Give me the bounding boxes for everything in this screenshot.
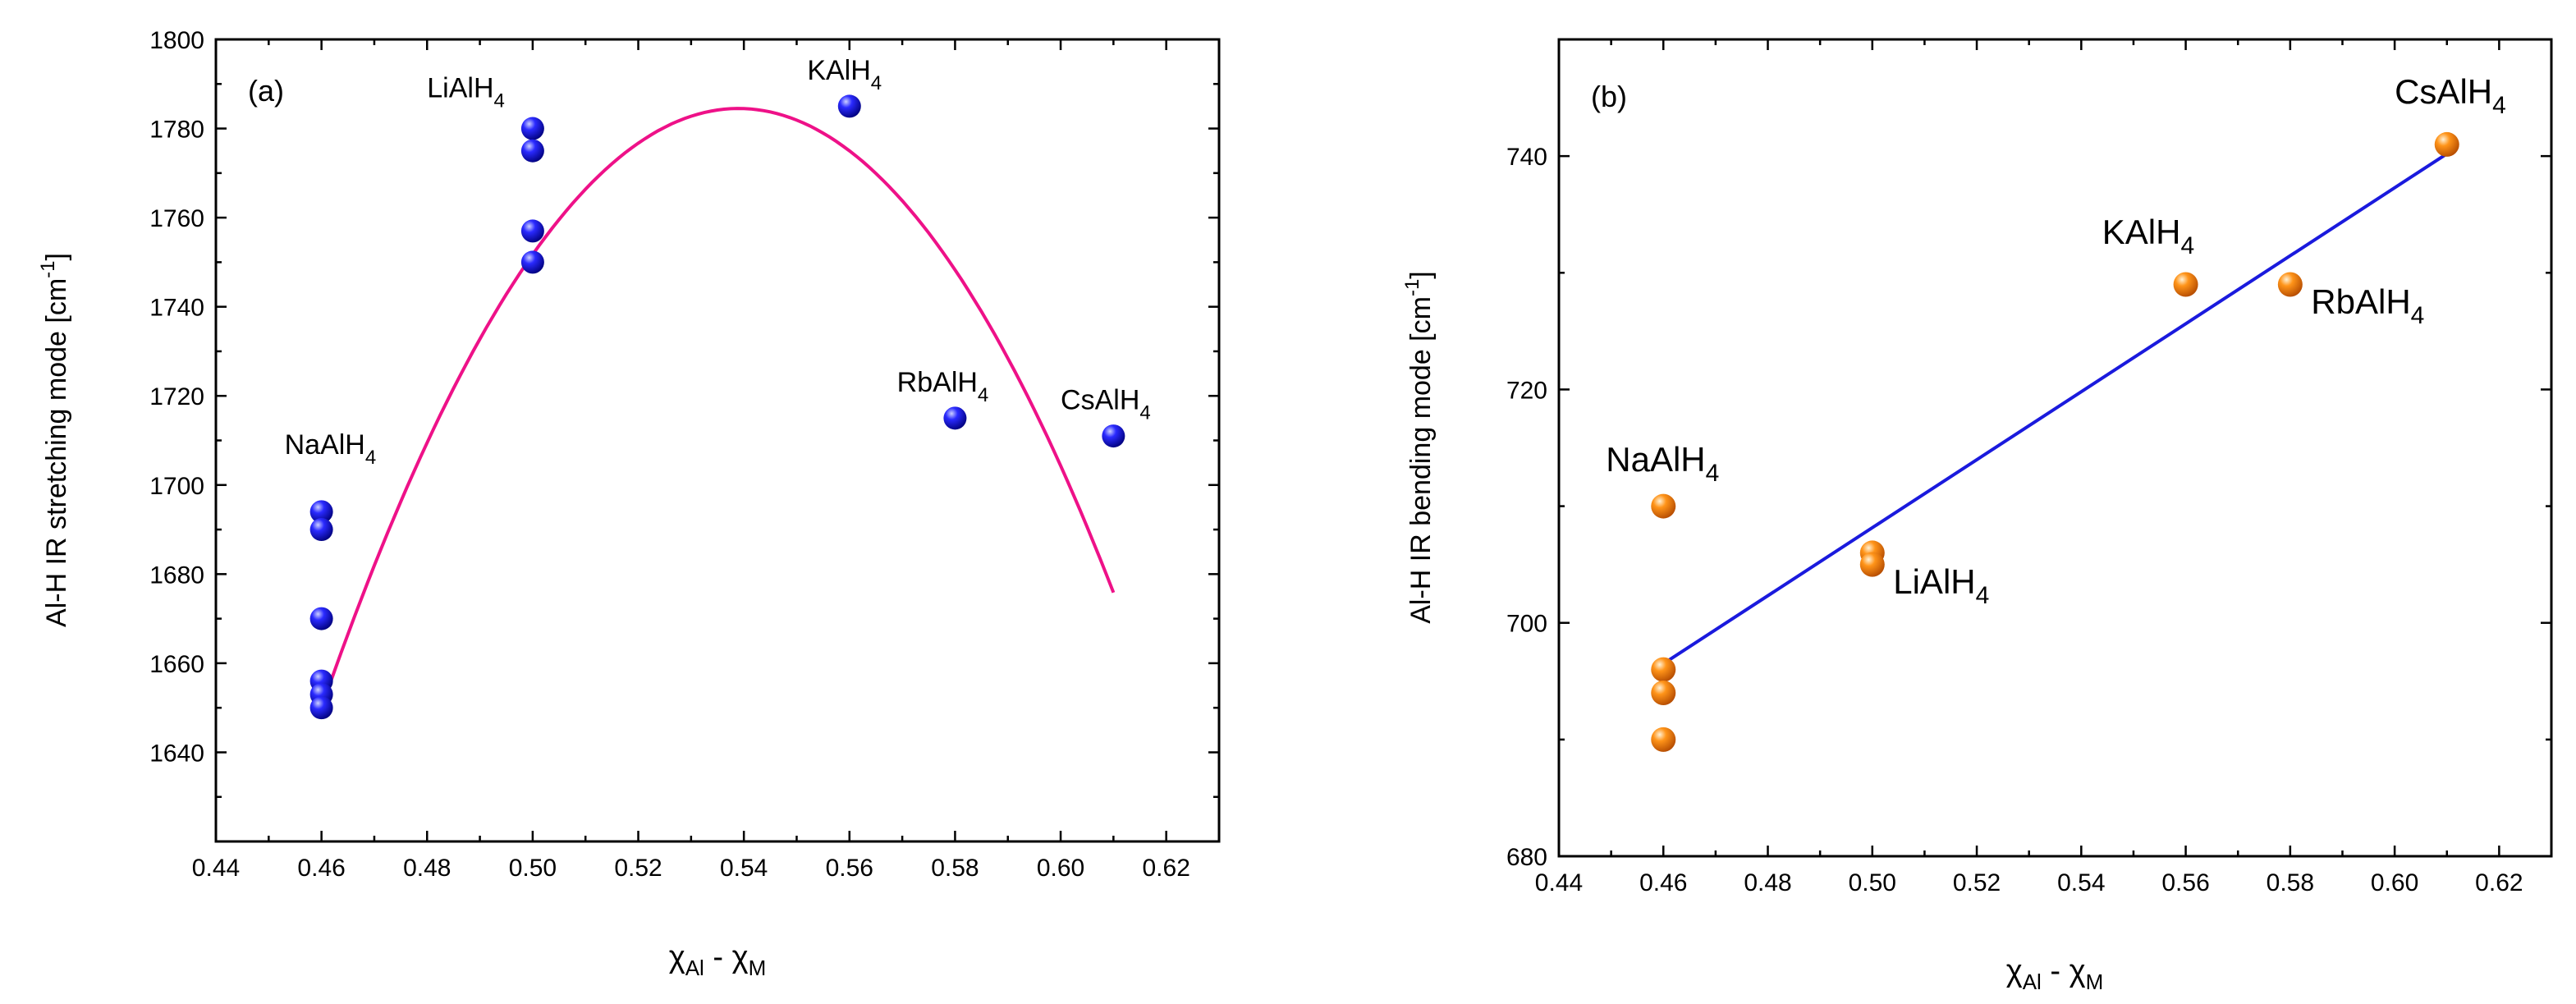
y-tick-label: 1800 [149,27,204,54]
y-tick-label: 1700 [149,473,204,500]
x-tick-label: 0.60 [2371,869,2418,896]
data-point [520,250,544,274]
y-tick-label: 1720 [149,383,204,410]
annotation-label: NaAlH4 [285,429,377,469]
x-tick-label: 0.58 [931,855,979,882]
y-axis-label-a-base: Al-H IR stretching mode [cm [41,278,72,627]
data-point [943,406,967,430]
x-tick-label: 0.62 [2475,869,2523,896]
chart-panel-b: 0.44 0.46 0.48 0.50 0.52 0.54 0.56 0.58 0.60 0.62… [1401,38,2553,994]
data-point [309,607,333,630]
annotation-label: CsAlH4 [1061,385,1151,424]
y-tick-label: 700 [1506,611,1547,638]
annotation-label: KAlH4 [807,55,882,94]
y-axis-label-b-close: ] [1405,271,1437,278]
data-point [309,518,333,542]
plot-frame-a [214,38,1221,843]
data-point [837,94,861,118]
x-axis-label-b: χAl - χM [2006,954,2103,994]
fit-line [1662,152,2448,666]
data-point [2434,131,2459,157]
data-point [1651,727,1676,752]
x-tick-label: 0.44 [1535,869,1583,896]
x-tick-label: 0.60 [1037,855,1084,882]
annotation-label: KAlH4 [2102,213,2194,259]
y-axis-label-b-sup: -1 [1401,279,1423,296]
x-axis-label-a-chi1: χ [669,940,685,974]
y-tick-label: 680 [1506,844,1547,871]
data-point [520,219,544,243]
x-tick-label: 0.50 [1849,869,1896,896]
plot-frame-b [1557,38,2553,858]
annotations-b: NaAlH4 LiAlH4 KAlH4 RbAlH4 CsAlH4 [1606,72,2506,609]
x-tick-label: 0.54 [2057,869,2105,896]
y-axis-label-a: Al-H IR stretching mode [cm-1] [37,253,72,627]
y-tick-label: 1660 [149,651,204,678]
y-tick-label: 1780 [149,117,204,144]
axis-ticks-a: 0.44 0.46 0.48 0.50 0.52 0.54 0.56 0.58 0.60 0.62… [149,27,1219,882]
x-tick-label: 0.44 [192,855,240,882]
x-tick-label: 0.52 [614,855,662,882]
data-point [1651,493,1676,519]
y-axis-label-a-sup: -1 [37,260,59,277]
data-point [1651,681,1676,705]
y-tick-label: 740 [1506,144,1547,171]
annotation-label: RbAlH4 [2311,282,2424,329]
panel-label-a: (a) [248,74,284,108]
x-axis-label-a: χAl - χM [669,940,766,980]
x-tick-label: 0.48 [403,855,451,882]
panel-label-b: (b) [1591,80,1627,113]
y-axis-label-b: Al-H IR bending mode [cm-1] [1401,271,1437,624]
axis-ticks-b: 0.44 0.46 0.48 0.50 0.52 0.54 0.56 0.58 0.60 0.62… [1506,39,2551,896]
y-axis-label-a-close: ] [41,253,72,260]
y-tick-label: 1640 [149,740,204,767]
data-points-b [1651,131,2459,752]
x-tick-label: 0.50 [509,855,557,882]
y-tick-label: 1760 [149,205,204,232]
annotation-label: RbAlH4 [897,367,989,406]
x-tick-label: 0.62 [1142,855,1189,882]
annotation-label: LiAlH4 [427,73,505,112]
x-tick-label: 0.54 [720,855,768,882]
x-tick-label: 0.46 [297,855,345,882]
data-point [309,500,333,524]
data-point [1859,552,1885,577]
y-axis-label-b-base: Al-H IR bending mode [cm [1405,296,1437,624]
data-point [1102,424,1125,448]
data-point [309,696,333,720]
data-point [1651,657,1676,682]
data-point [520,117,544,140]
x-tick-label: 0.48 [1744,869,1791,896]
fit-curve [319,107,1116,708]
annotation-label: NaAlH4 [1606,440,1719,487]
y-tick-label: 720 [1506,377,1547,404]
fit-line-b [1662,152,2448,666]
x-tick-label: 0.56 [826,855,873,882]
annotation-label: LiAlH4 [1893,562,1989,609]
x-tick-label: 0.56 [2161,869,2209,896]
data-points-a [309,94,1125,720]
annotations-a: NaAlH4 LiAlH4 KAlH4 RbAlH4 CsAlH4 [285,55,1151,469]
x-tick-label: 0.52 [1953,869,2001,896]
chart-panel-a: 0.44 0.46 0.48 0.50 0.52 0.54 0.56 0.58 0.60 0.62… [37,27,1221,980]
data-point [2173,272,2198,297]
x-tick-label: 0.58 [2267,869,2314,896]
y-tick-label: 1680 [149,562,204,589]
data-point [2277,272,2303,297]
data-point [520,139,544,163]
x-tick-label: 0.46 [1639,869,1687,896]
annotation-label: CsAlH4 [2395,72,2506,119]
fit-curve-a [319,107,1116,708]
y-tick-label: 1740 [149,295,204,322]
